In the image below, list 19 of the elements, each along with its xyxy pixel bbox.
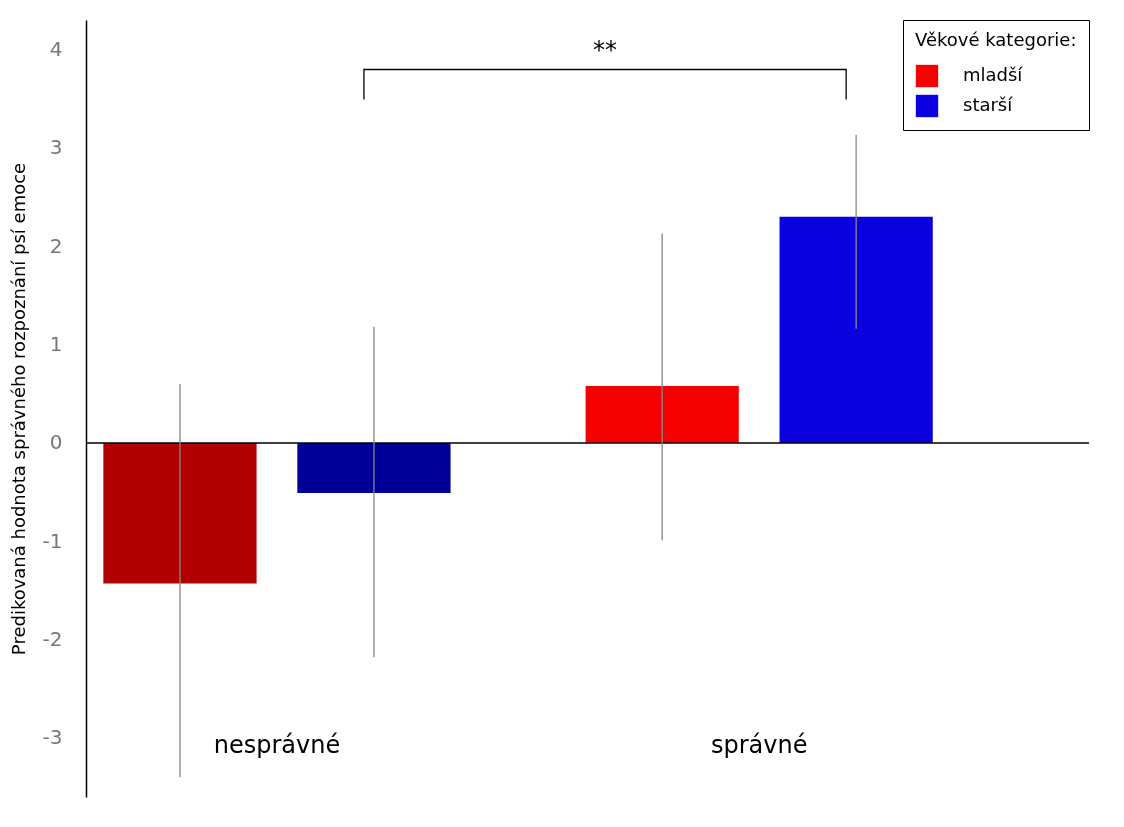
x-tick-label: nesprávné: [213, 730, 341, 759]
y-tick-label: 1: [49, 332, 63, 357]
y-tick-label: -3: [42, 725, 63, 750]
legend-label: starší: [963, 94, 1014, 115]
x-tick-label: správné: [710, 730, 808, 759]
y-tick-label: -2: [42, 627, 63, 652]
y-tick-label: 0: [49, 430, 63, 455]
annotation: **: [593, 35, 618, 64]
y-tick-label: -1: [42, 528, 63, 553]
y-tick-label: 2: [49, 233, 63, 258]
bar: [779, 216, 933, 443]
bar: [297, 442, 451, 494]
legend-label: mladší: [963, 64, 1024, 85]
bar: [103, 442, 257, 584]
y-tick-label: 4: [49, 37, 63, 62]
legend-title: Věkové kategorie:: [915, 29, 1077, 50]
bar: [585, 385, 739, 443]
y-tick-label: 3: [49, 135, 63, 160]
y-axis-title: Predikovaná hodnota správného rozpoznání psí emoce: [7, 162, 29, 656]
